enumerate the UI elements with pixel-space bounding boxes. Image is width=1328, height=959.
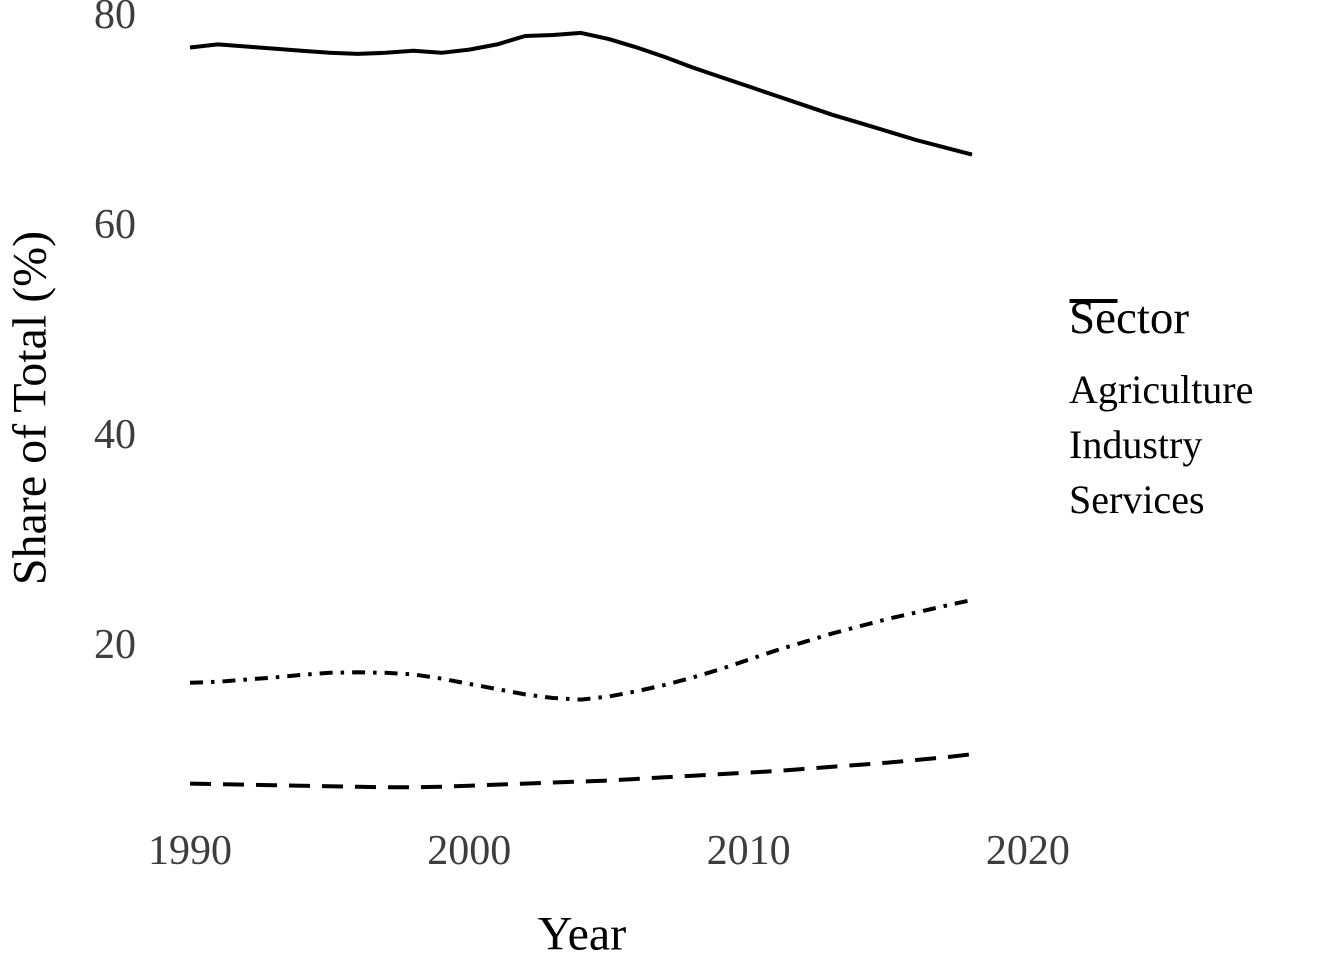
plot-lines	[189, 30, 973, 790]
legend-key-industry-icon	[1069, 299, 1118, 303]
y-tick-label-20: 20	[94, 622, 136, 668]
industry-line	[189, 752, 973, 790]
legend-entry-agriculture: Agriculture	[1069, 299, 1254, 417]
legend-entry-services: Services	[1069, 299, 1253, 527]
x-tick-label-1990: 1990	[148, 828, 232, 874]
x-tick-label-2020: 2020	[986, 828, 1070, 874]
legend-entries: Agriculture Industry Services	[1069, 299, 1254, 527]
legend-entry-industry: Industry	[1069, 299, 1253, 472]
y-tick-label-80: 80	[94, 0, 136, 38]
y-axis-title: Share of Total (%)	[4, 231, 57, 585]
y-axis-tick-labels: 20 40 60 80	[94, 0, 136, 668]
legend: Sector Agriculture Industry Services	[1069, 295, 1253, 527]
x-axis-tick-labels: 1990 2000 2010 2020	[148, 828, 1070, 874]
legend-label-agriculture: Agriculture	[1069, 367, 1254, 412]
x-tick-label-2010: 2010	[707, 828, 791, 874]
y-tick-label-60: 60	[94, 202, 136, 248]
legend-label-industry: Industry	[1069, 422, 1203, 467]
legend-label-services: Services	[1069, 477, 1205, 522]
x-axis-title: Year	[538, 908, 626, 959]
services-line	[189, 597, 973, 702]
x-tick-label-2000: 2000	[427, 828, 511, 874]
y-tick-label-40: 40	[94, 412, 136, 458]
agriculture-line	[189, 30, 973, 157]
legend-key-services-icon	[1069, 299, 1118, 303]
